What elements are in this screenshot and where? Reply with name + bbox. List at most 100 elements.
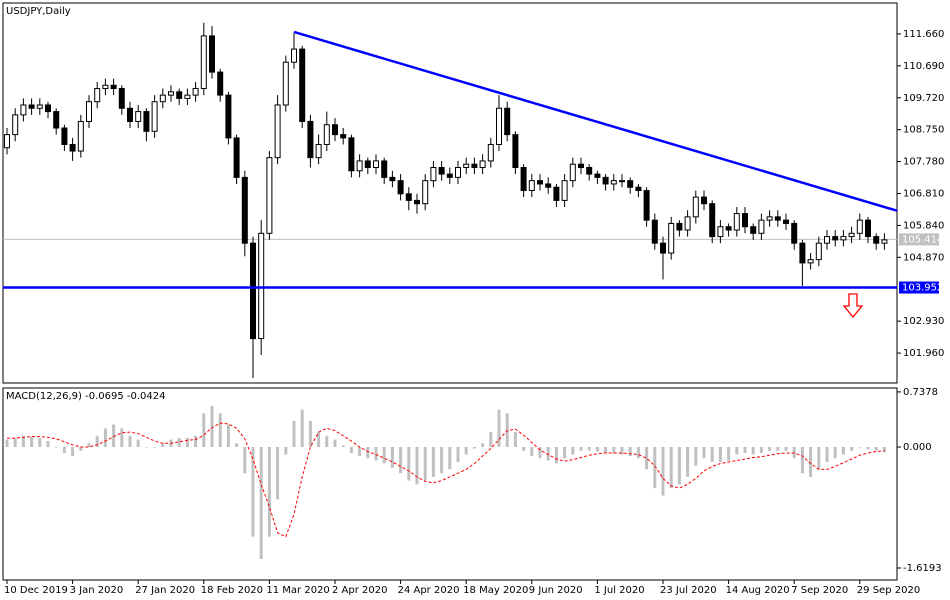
macd-bar — [677, 447, 681, 485]
candle-body — [766, 216, 773, 221]
macd-bar — [95, 435, 99, 448]
macd-bar — [661, 447, 665, 496]
candle-body — [332, 124, 338, 136]
candle-body — [824, 236, 830, 244]
candle-body — [783, 219, 789, 224]
macd-bar — [464, 447, 468, 455]
candle-body — [184, 94, 191, 99]
macd-bar — [136, 439, 140, 448]
macd-bar — [276, 447, 280, 500]
candle-body — [758, 219, 765, 234]
macd-bar — [333, 439, 337, 448]
candle-body — [528, 180, 535, 192]
candle-body — [94, 88, 101, 103]
macd-bar — [292, 420, 296, 448]
candle-body — [799, 242, 806, 264]
candle-body — [430, 167, 437, 182]
macd-bar — [46, 441, 50, 448]
candle-body — [709, 203, 716, 238]
candle-body — [405, 193, 412, 201]
macd-bar — [776, 447, 780, 451]
macd-bar — [743, 447, 747, 453]
macd-bar — [530, 447, 534, 456]
macd-bar — [882, 447, 886, 453]
current-price-label: 105.414 — [902, 234, 943, 245]
candle-body — [127, 107, 133, 122]
candle-body — [233, 137, 240, 178]
candle-body — [701, 196, 707, 205]
candle-body — [463, 163, 470, 169]
macd-bar — [407, 447, 411, 481]
candle-body — [217, 71, 224, 96]
macd-bar — [841, 447, 845, 455]
candle-body — [168, 91, 174, 96]
candle-body — [20, 104, 27, 116]
macd-bar — [358, 447, 362, 456]
macd-bar — [686, 447, 690, 477]
macd-bar — [120, 428, 124, 448]
candle-body — [668, 222, 675, 254]
macd-bar — [218, 413, 222, 448]
macd-bar — [423, 447, 427, 481]
macd-bar — [382, 447, 386, 464]
candle-body — [496, 107, 502, 145]
macd-bar — [325, 435, 329, 448]
x-tick-label: 14 Aug 2020 — [726, 585, 790, 596]
macd-bar — [669, 447, 673, 489]
candle-body — [348, 137, 355, 172]
candle-body — [397, 180, 404, 195]
macd-bar — [874, 447, 878, 451]
macd-bar — [366, 447, 370, 459]
candle-body — [364, 160, 371, 169]
candle-body — [807, 259, 814, 264]
x-tick-label: 18 Feb 2020 — [201, 585, 263, 596]
candle-body — [545, 183, 552, 188]
candle-body — [274, 104, 281, 159]
macd-bar — [718, 447, 722, 462]
candle-body — [45, 104, 51, 113]
candle-body — [856, 219, 863, 234]
candle-body — [176, 91, 183, 99]
candle-body — [733, 213, 740, 231]
panel-title: MACD(12,26,9) -0.0695 -0.0424 — [6, 391, 166, 402]
candle-body — [512, 134, 519, 169]
candle-body — [635, 186, 642, 192]
candle-body — [750, 226, 757, 234]
support-label-box — [899, 281, 939, 294]
macd-bar — [472, 447, 476, 449]
macd-bar — [866, 447, 870, 450]
y-tick-label: 110.690 — [903, 61, 944, 72]
candle-body — [660, 242, 666, 254]
candle-body — [61, 127, 68, 145]
x-tick-label: 10 Dec 2019 — [4, 585, 68, 596]
candle-body — [717, 226, 724, 238]
macd-bar — [620, 447, 624, 455]
macd-bar — [62, 447, 66, 453]
macd-bar — [71, 447, 75, 456]
candle-body — [414, 199, 420, 205]
macd-bar — [210, 405, 214, 448]
candle-body — [209, 35, 215, 73]
candle-body — [569, 163, 576, 182]
macd-bar — [308, 420, 312, 448]
candle-body — [537, 180, 543, 185]
macd-bar — [349, 447, 353, 453]
macd-bar — [481, 443, 485, 448]
macd-bar — [185, 438, 189, 448]
candle-body — [553, 186, 560, 201]
down-arrow — [842, 293, 864, 319]
macd-bar — [571, 447, 575, 455]
candle-body — [53, 111, 60, 129]
candle-body — [865, 219, 871, 238]
x-tick-label: 2 Apr 2020 — [332, 585, 387, 596]
x-tick-label: 11 Mar 2020 — [266, 585, 329, 596]
candle-body — [307, 120, 314, 159]
x-tick-label: 7 Sep 2020 — [791, 585, 848, 596]
macd-bar — [317, 432, 321, 448]
candle-body — [69, 143, 76, 152]
macd-bar — [636, 447, 640, 459]
macd-panel — [2, 387, 898, 581]
candle-body — [692, 196, 699, 218]
macd-bar — [21, 435, 25, 448]
